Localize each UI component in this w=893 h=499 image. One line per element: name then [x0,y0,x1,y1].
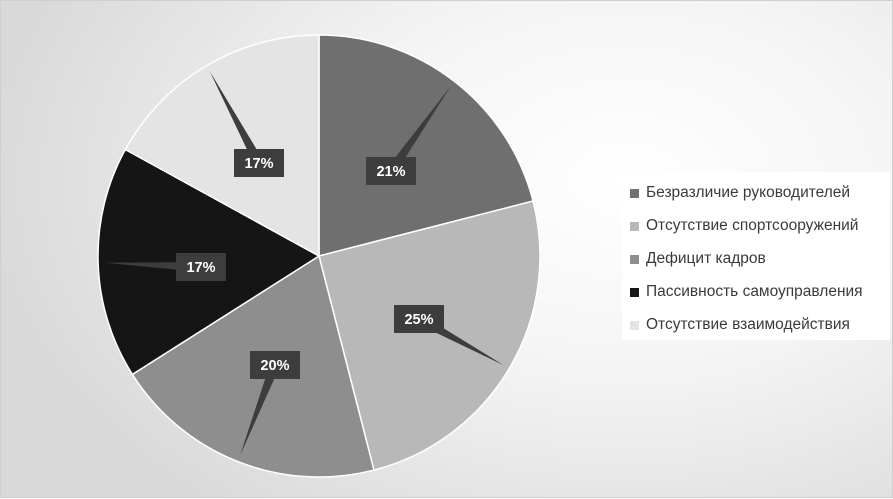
data-label: 17% [186,260,215,276]
data-label-box [394,305,444,333]
data-label: 17% [244,156,273,172]
data-label-box [176,253,226,281]
legend-label: Дефицит кадров [646,250,766,267]
legend-swatch [630,188,639,198]
legend-label: Отсутствие взаимодействия [646,316,850,333]
pie-slice [124,34,320,258]
data-label-box [250,351,300,379]
legend-swatch [630,254,639,264]
data-label-box [366,157,416,185]
pie-slices [97,34,541,478]
legend-label: Безразличие руководителей [646,184,851,201]
data-label: 21% [376,164,405,180]
data-label: 25% [404,312,433,328]
label-callout [386,86,451,174]
legend-item: Отсутствие спортсооружений [630,215,858,237]
legend-item: Безразличие руководителей [630,182,850,204]
data-label: 20% [260,358,289,374]
label-callout [209,71,264,166]
data-labels: 21% 25% 20% 17% 17% [104,71,504,456]
legend-swatch [630,221,639,231]
legend-item: Пассивность самоуправления [630,281,863,303]
legend: Безразличие руководителей Отсутствие спо… [622,172,890,340]
legend-label: Отсутствие спортсооружений [646,217,859,234]
legend-item: Отсутствие взаимодействия [630,314,850,336]
pie-slice [318,200,541,471]
legend-label: Пассивность самоуправления [646,283,863,300]
legend-item: Дефицит кадров [630,248,766,270]
pie-slice [318,34,534,257]
label-callout [240,363,280,456]
data-label-box [234,149,284,177]
legend-swatch [630,320,639,330]
legend-swatch [630,287,639,297]
